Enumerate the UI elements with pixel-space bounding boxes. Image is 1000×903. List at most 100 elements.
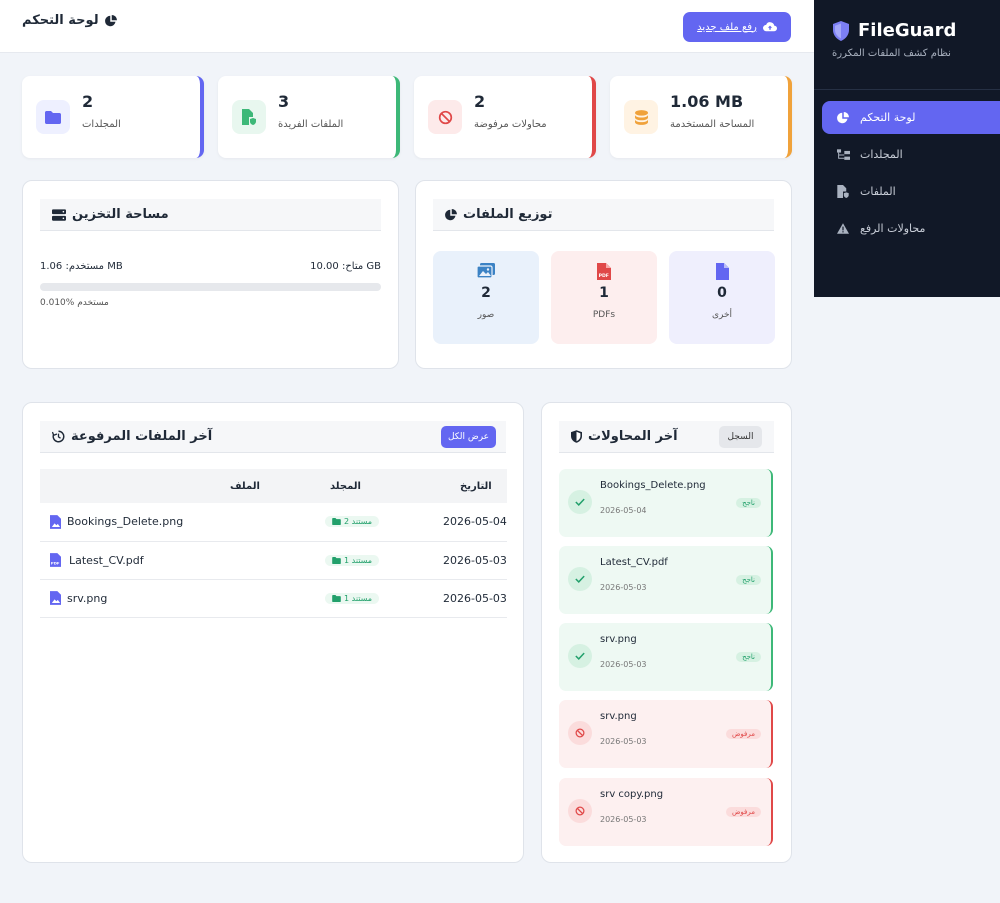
distribution-value: 0 bbox=[717, 285, 727, 301]
distribution-panel: توزيع الملفات 2 صور PDF 1 PDFs 0 أخرى bbox=[415, 180, 792, 369]
table-row[interactable]: PDF Latest_CV.pdf مستند 1 2026-05-03 bbox=[40, 541, 507, 580]
file-name-cell: PDF Latest_CV.pdf bbox=[50, 553, 280, 567]
check-icon bbox=[568, 490, 592, 514]
file-shield-icon bbox=[836, 185, 850, 199]
database-icon bbox=[624, 100, 658, 134]
folder-icon bbox=[332, 556, 341, 564]
table-row[interactable]: srv.png مستند 1 2026-05-03 bbox=[40, 579, 507, 618]
sidebar-item-label: المجلدات bbox=[860, 148, 903, 161]
stat-value: 1.06 MB bbox=[670, 92, 744, 111]
sidebar-item-label: محاولات الرفع bbox=[860, 222, 926, 235]
sidebar-item-dashboard[interactable]: لوحة التحكم bbox=[822, 101, 1000, 134]
stat-label: الملفات الفريدة bbox=[278, 119, 344, 130]
upload-file-label: رفع ملف جديد bbox=[697, 21, 757, 33]
shield-half-icon bbox=[571, 430, 582, 443]
attempt-file-name: srv copy.png bbox=[600, 789, 664, 800]
check-icon bbox=[568, 567, 592, 591]
stat-value: 2 bbox=[82, 92, 94, 111]
view-all-label: عرض الكل bbox=[447, 432, 490, 442]
svg-text:PDF: PDF bbox=[51, 561, 60, 566]
stat-card-folders: 2 المجلدات bbox=[22, 76, 204, 158]
stat-card-unique-files: 3 الملفات الفريدة bbox=[218, 76, 400, 158]
storage-available-text: متاح: 10.00 GB bbox=[310, 261, 381, 272]
attempt-file-name: srv.png bbox=[600, 634, 637, 645]
ban-icon bbox=[428, 100, 462, 134]
cloud-upload-icon bbox=[762, 22, 777, 32]
sidebar-nav: لوحة التحكم المجلدات الملفات محاولات الر… bbox=[822, 101, 1000, 249]
distribution-card-other: 0 أخرى bbox=[669, 251, 775, 344]
stat-value: 3 bbox=[278, 92, 290, 111]
distribution-value: 2 bbox=[481, 285, 491, 301]
status-badge: ناجح bbox=[736, 575, 761, 585]
attempt-date: 2026-05-03 bbox=[600, 737, 647, 746]
file-pdf-icon: PDF bbox=[551, 263, 657, 280]
file-name: Bookings_Delete.png bbox=[67, 515, 184, 529]
log-button[interactable]: السجل bbox=[719, 426, 762, 448]
file-date: 2026-05-03 bbox=[400, 579, 507, 618]
recent-files-table: الملف المجلد التاريخ Bookings_Delete.png… bbox=[40, 469, 507, 618]
sidebar-item-label: الملفات bbox=[860, 185, 896, 198]
file-date: 2026-05-03 bbox=[400, 541, 507, 580]
view-all-button[interactable]: عرض الكل bbox=[441, 426, 496, 448]
folder-icon bbox=[332, 518, 341, 526]
distribution-card-images: 2 صور bbox=[433, 251, 539, 344]
attempt-file-name: srv.png bbox=[600, 711, 637, 722]
attempt-item[interactable]: srv.png 2026-05-03 مرفوض bbox=[559, 700, 773, 768]
attempt-item[interactable]: srv copy.png 2026-05-03 مرفوض bbox=[559, 778, 773, 846]
storage-used-percent: 0.010% مستخدم bbox=[40, 298, 109, 308]
log-label: السجل bbox=[727, 432, 754, 442]
folder-name: مستند 1 bbox=[344, 555, 373, 565]
file-image-icon bbox=[50, 514, 61, 529]
sidebar-item-folders[interactable]: المجلدات bbox=[822, 138, 1000, 171]
attempt-item[interactable]: Bookings_Delete.png 2026-05-04 ناجح bbox=[559, 469, 773, 537]
shield-icon bbox=[833, 20, 849, 41]
recent-attempts-title: آخر المحاولات bbox=[588, 429, 678, 444]
distribution-value: 1 bbox=[599, 285, 609, 301]
folder-chip: مستند 1 bbox=[325, 554, 380, 566]
folder-icon bbox=[332, 594, 341, 602]
hard-drive-icon bbox=[52, 208, 66, 221]
top-header: لوحة التحكم رفع ملف جديد bbox=[0, 0, 814, 53]
recent-attempts-panel: آخر المحاولات السجل Bookings_Delete.png … bbox=[541, 402, 792, 863]
table-row[interactable]: Bookings_Delete.png مستند 2 2026-05-04 bbox=[40, 503, 507, 542]
status-badge: مرفوض bbox=[725, 807, 761, 817]
chart-pie-icon bbox=[104, 14, 117, 26]
attempt-item[interactable]: srv.png 2026-05-03 ناجح bbox=[559, 623, 773, 691]
folder-name: مستند 2 bbox=[344, 517, 373, 527]
attempt-date: 2026-05-03 bbox=[600, 583, 647, 592]
ban-icon bbox=[568, 721, 592, 745]
folder-name: مستند 1 bbox=[344, 593, 373, 603]
stat-label: المساحة المستخدمة bbox=[670, 119, 755, 130]
ban-icon bbox=[568, 799, 592, 823]
sidebar: FileGuard نظام كشف الملفات المكررة لوحة … bbox=[814, 0, 1000, 297]
column-date: التاريخ bbox=[400, 469, 507, 503]
recent-files-header: آخر الملفات المرفوعة bbox=[40, 421, 506, 453]
folder-tree-icon bbox=[836, 148, 850, 162]
folder-chip: مستند 2 bbox=[325, 516, 380, 528]
upload-file-button[interactable]: رفع ملف جديد bbox=[683, 12, 791, 42]
distribution-title: توزيع الملفات bbox=[463, 207, 553, 222]
storage-panel-header: مساحة التخزين bbox=[40, 199, 381, 231]
column-folder: المجلد bbox=[280, 469, 400, 503]
images-icon bbox=[433, 263, 539, 278]
attempt-date: 2026-05-03 bbox=[600, 660, 647, 669]
sidebar-item-files[interactable]: الملفات bbox=[822, 175, 1000, 208]
page-title: لوحة التحكم bbox=[22, 13, 117, 28]
attempt-item[interactable]: Latest_CV.pdf 2026-05-03 ناجح bbox=[559, 546, 773, 614]
file-icon bbox=[669, 263, 775, 280]
distribution-label: أخرى bbox=[711, 310, 733, 320]
recent-files-panel: آخر الملفات المرفوعة عرض الكل الملف المج… bbox=[22, 402, 524, 863]
distribution-panel-header: توزيع الملفات bbox=[433, 199, 774, 231]
chart-pie-icon bbox=[445, 208, 457, 220]
distribution-label: صور bbox=[477, 310, 495, 320]
storage-used-text: مستخدم: 1.06 MB bbox=[40, 261, 123, 272]
warning-icon bbox=[836, 222, 850, 236]
page-title-text: لوحة التحكم bbox=[22, 13, 99, 28]
brand: FileGuard bbox=[832, 20, 956, 41]
attempt-file-name: Bookings_Delete.png bbox=[600, 480, 706, 491]
recent-files-title: آخر الملفات المرفوعة bbox=[71, 429, 213, 444]
sidebar-divider bbox=[814, 89, 1000, 90]
storage-title: مساحة التخزين bbox=[72, 207, 169, 222]
table-header-row: الملف المجلد التاريخ bbox=[40, 469, 507, 503]
sidebar-item-attempts[interactable]: محاولات الرفع bbox=[822, 212, 1000, 245]
